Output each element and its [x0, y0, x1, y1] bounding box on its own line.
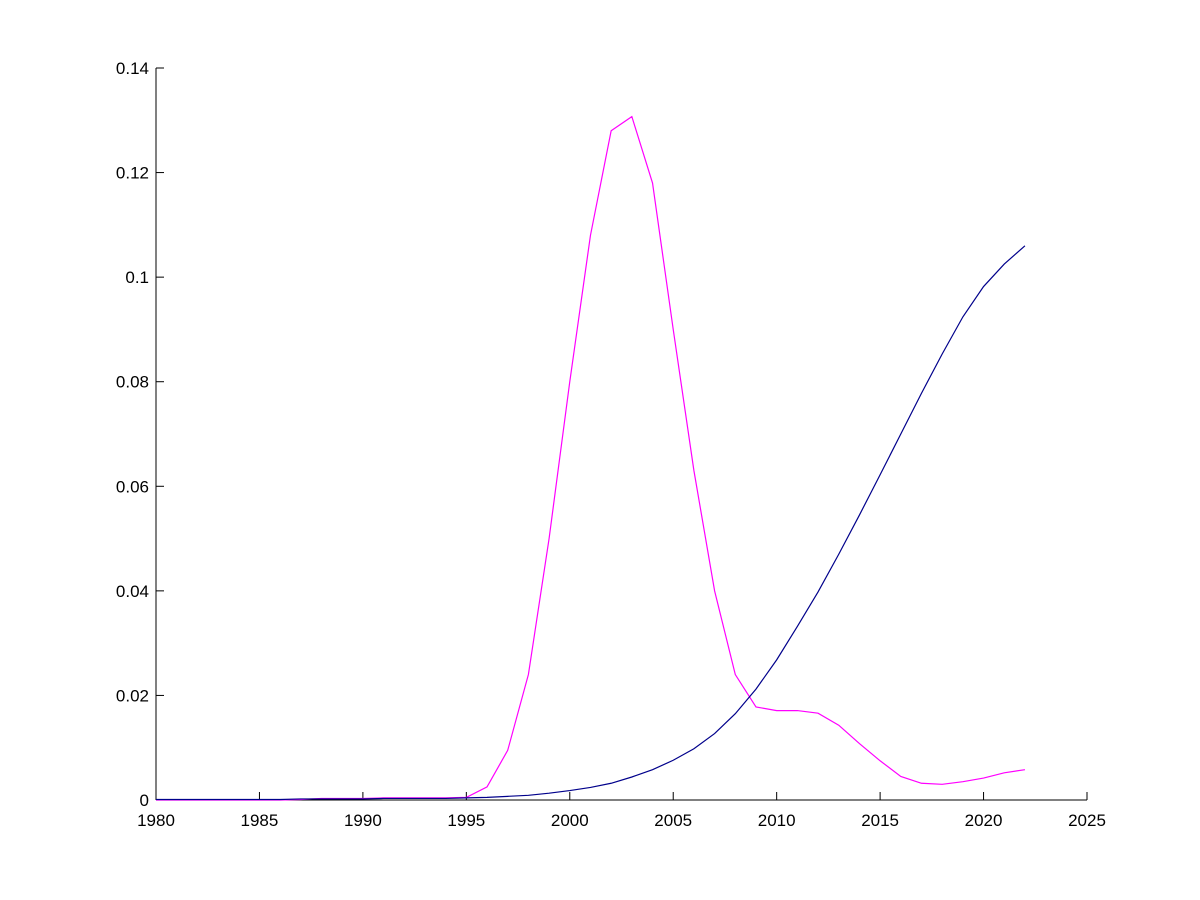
- x-tick-label: 2000: [551, 811, 589, 830]
- y-tick-label: 0: [140, 791, 149, 810]
- y-tick-label: 0.1: [125, 268, 149, 287]
- x-tick-label: 2025: [1068, 811, 1106, 830]
- series-line: [156, 115, 1026, 801]
- y-tick-label: 0.14: [116, 59, 149, 78]
- x-tick-label: 1980: [137, 811, 175, 830]
- y-tick-label: 0.12: [116, 164, 149, 183]
- y-tick-label: 0.06: [116, 477, 149, 496]
- x-tick-label: 2010: [758, 811, 796, 830]
- y-tick-label: 0.08: [116, 373, 149, 392]
- x-tick-label: 2020: [965, 811, 1003, 830]
- y-tick-label: 0.02: [116, 686, 149, 705]
- y-tick-label: 0.04: [116, 582, 149, 601]
- x-tick-label: 1985: [241, 811, 279, 830]
- x-tick-label: 2005: [654, 811, 692, 830]
- x-tick-label: 1990: [344, 811, 382, 830]
- series-line: [156, 245, 1026, 801]
- x-tick-label: 1995: [447, 811, 485, 830]
- x-tick-label: 2015: [861, 811, 899, 830]
